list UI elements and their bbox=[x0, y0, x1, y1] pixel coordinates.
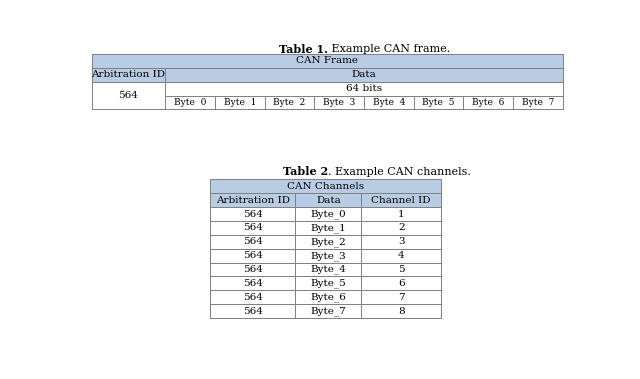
Bar bbox=[210, 249, 296, 263]
Bar bbox=[296, 221, 362, 235]
Text: Byte  3: Byte 3 bbox=[323, 98, 355, 107]
Bar bbox=[362, 276, 441, 290]
Text: Table 1.: Table 1. bbox=[279, 44, 328, 55]
Text: 564: 564 bbox=[243, 237, 263, 246]
Text: 1: 1 bbox=[398, 210, 404, 219]
Bar bbox=[362, 221, 441, 235]
Text: Byte  7: Byte 7 bbox=[522, 98, 554, 107]
Bar bbox=[296, 207, 362, 221]
Bar bbox=[413, 96, 463, 110]
Bar bbox=[296, 276, 362, 290]
Text: 564: 564 bbox=[243, 307, 263, 316]
Bar bbox=[165, 68, 563, 81]
Text: Byte  4: Byte 4 bbox=[372, 98, 405, 107]
Text: Table 2: Table 2 bbox=[283, 166, 328, 177]
Text: 564: 564 bbox=[118, 91, 138, 100]
Bar bbox=[362, 193, 441, 207]
Text: 564: 564 bbox=[243, 265, 263, 274]
Bar bbox=[362, 290, 441, 304]
Text: Byte_1: Byte_1 bbox=[310, 223, 346, 233]
Text: Byte  0: Byte 0 bbox=[174, 98, 206, 107]
Bar bbox=[362, 235, 441, 249]
Bar bbox=[165, 81, 563, 96]
Bar bbox=[513, 96, 563, 110]
Text: Byte_5: Byte_5 bbox=[310, 279, 346, 288]
Text: 64 bits: 64 bits bbox=[346, 84, 382, 93]
Text: Channel ID: Channel ID bbox=[371, 196, 431, 205]
Text: Byte  1: Byte 1 bbox=[223, 98, 256, 107]
Bar bbox=[296, 235, 362, 249]
Bar bbox=[362, 249, 441, 263]
Text: Byte_0: Byte_0 bbox=[310, 209, 346, 219]
Bar bbox=[92, 54, 563, 68]
Bar bbox=[210, 263, 296, 276]
Bar bbox=[210, 276, 296, 290]
Bar bbox=[296, 193, 362, 207]
Text: Data: Data bbox=[351, 70, 376, 79]
Text: Byte_6: Byte_6 bbox=[310, 293, 346, 302]
Bar bbox=[463, 96, 513, 110]
Bar bbox=[314, 96, 364, 110]
Text: Data: Data bbox=[316, 196, 340, 205]
Text: 564: 564 bbox=[243, 224, 263, 232]
Bar bbox=[362, 304, 441, 318]
Text: Byte  6: Byte 6 bbox=[472, 98, 504, 107]
Text: 7: 7 bbox=[398, 293, 404, 302]
Text: Byte  2: Byte 2 bbox=[273, 98, 306, 107]
Bar bbox=[210, 304, 296, 318]
Text: 564: 564 bbox=[243, 210, 263, 219]
Bar bbox=[210, 235, 296, 249]
Bar bbox=[362, 207, 441, 221]
Bar bbox=[165, 96, 215, 110]
Text: 564: 564 bbox=[243, 251, 263, 260]
Text: CAN Channels: CAN Channels bbox=[287, 182, 364, 191]
Bar bbox=[296, 290, 362, 304]
Bar bbox=[215, 96, 265, 110]
Text: 2: 2 bbox=[398, 224, 404, 232]
Bar bbox=[210, 180, 441, 193]
Text: Arbitration ID: Arbitration ID bbox=[92, 70, 165, 79]
Bar bbox=[362, 263, 441, 276]
Bar bbox=[296, 304, 362, 318]
Text: 4: 4 bbox=[398, 251, 404, 260]
Text: Example CAN frame.: Example CAN frame. bbox=[328, 44, 451, 54]
Text: Byte_7: Byte_7 bbox=[310, 306, 346, 316]
Text: . Example CAN channels.: . Example CAN channels. bbox=[328, 167, 471, 177]
Bar bbox=[92, 81, 165, 110]
Text: 564: 564 bbox=[243, 293, 263, 302]
Text: Byte_4: Byte_4 bbox=[310, 265, 346, 274]
Text: 3: 3 bbox=[398, 237, 404, 246]
Text: CAN Frame: CAN Frame bbox=[296, 56, 358, 66]
Bar bbox=[92, 68, 165, 81]
Text: Byte_2: Byte_2 bbox=[310, 237, 346, 247]
Text: Byte  5: Byte 5 bbox=[422, 98, 455, 107]
Text: 6: 6 bbox=[398, 279, 404, 288]
Bar bbox=[265, 96, 314, 110]
Bar bbox=[210, 193, 296, 207]
Text: Arbitration ID: Arbitration ID bbox=[216, 196, 290, 205]
Bar bbox=[296, 249, 362, 263]
Bar bbox=[296, 263, 362, 276]
Text: 564: 564 bbox=[243, 279, 263, 288]
Bar bbox=[210, 290, 296, 304]
Bar bbox=[210, 207, 296, 221]
Text: 5: 5 bbox=[398, 265, 404, 274]
Text: Byte_3: Byte_3 bbox=[310, 251, 346, 260]
Text: 8: 8 bbox=[398, 307, 404, 316]
Bar bbox=[364, 96, 413, 110]
Bar bbox=[210, 221, 296, 235]
